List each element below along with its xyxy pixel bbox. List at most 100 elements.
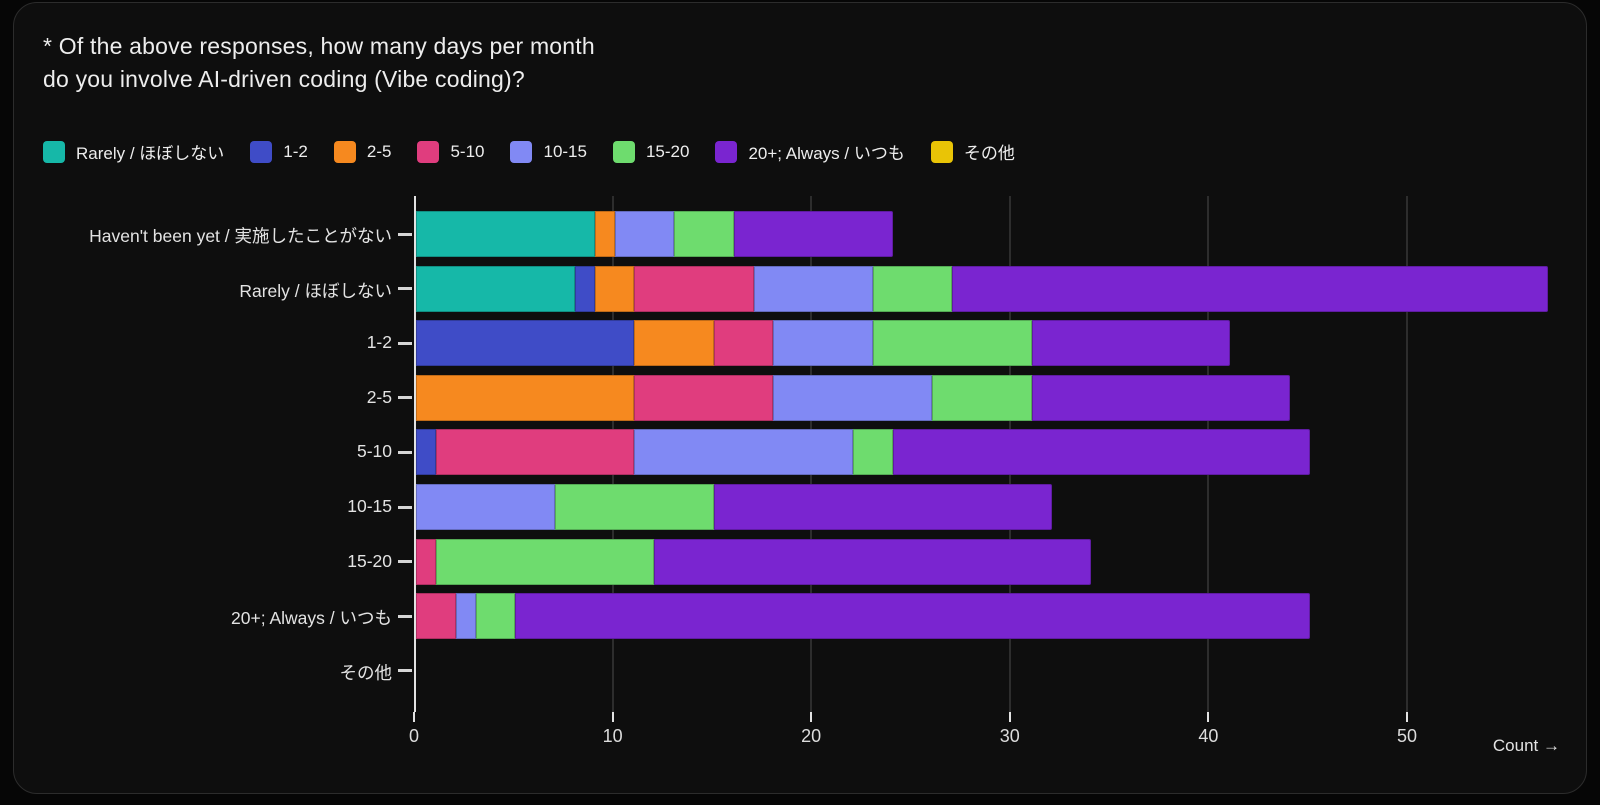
bar-segment: [713, 484, 1052, 530]
bar-segment: [852, 429, 893, 476]
x-axis-tick-label: 10: [602, 726, 623, 746]
bar-row: [416, 538, 1092, 585]
gridline: [1406, 196, 1408, 712]
y-axis-tick: [398, 287, 412, 291]
bar-segment: [773, 320, 873, 367]
bar-segment: [634, 320, 714, 367]
x-axis-tick-label: 0: [408, 726, 420, 746]
y-axis-tick: [398, 614, 412, 618]
bar-segment: [634, 374, 774, 421]
bar-segment: [416, 374, 635, 421]
legend-label: 15-20: [645, 141, 690, 161]
y-axis-tick: [398, 560, 412, 564]
legend-item-8[interactable]: その他: [930, 139, 1015, 164]
legend-color-swatch: [510, 140, 533, 163]
bar-segment: [634, 265, 754, 312]
bar-segment: [674, 211, 734, 257]
legend-item-2[interactable]: 1-2: [250, 140, 308, 163]
bar-segment: [1031, 374, 1290, 421]
bar-segment: [416, 211, 595, 257]
bar-segment: [594, 265, 635, 312]
bar-segment: [416, 265, 575, 312]
bar-row: [416, 320, 1231, 367]
bar-segment: [713, 320, 774, 367]
legend-item-5[interactable]: 10-15: [510, 140, 587, 163]
bar-segment: [475, 593, 516, 640]
bar-segment: [1031, 320, 1231, 367]
legend-label: その他: [963, 144, 1015, 163]
legend-color-swatch: [715, 140, 738, 163]
legend-color-swatch: [333, 140, 356, 163]
x-axis-tick: [1207, 712, 1210, 722]
bar-row: [416, 265, 1548, 312]
bar-segment: [435, 538, 655, 585]
bar-segment: [952, 265, 1548, 312]
legend-item-1[interactable]: Rarely / ほぼしない: [43, 139, 224, 164]
legend-label: 5-10: [450, 141, 485, 161]
y-axis-tick: [398, 505, 412, 509]
legend-label: Rarely / ほぼしない: [76, 144, 225, 163]
y-axis-line: [414, 196, 416, 712]
bar-row: [416, 484, 1052, 530]
bar-segment: [654, 538, 1092, 585]
bar-segment: [773, 374, 933, 421]
y-axis-tick: [398, 450, 412, 454]
bar-segment: [416, 593, 456, 640]
bar-segment: [574, 265, 595, 312]
y-axis-label: Haven't been yet / 実施したことがない: [89, 226, 392, 246]
bar-row: [416, 374, 1290, 421]
bar-segment: [515, 593, 1310, 640]
bar-segment: [753, 265, 873, 312]
x-axis-tick: [611, 712, 614, 722]
chart-title: * Of the above responses, how many days …: [43, 33, 595, 92]
chart-legend: Rarely / ほぼしない 1-2 2-5 5-10 10-15 15-20 20+; A…: [43, 139, 1015, 164]
x-axis-tick-label: 30: [999, 726, 1020, 746]
bar-segment: [416, 429, 436, 476]
legend-label: 20+; Always / いつも: [748, 144, 905, 163]
legend-label: 10-15: [543, 141, 587, 161]
bar-segment: [455, 593, 476, 640]
legend-color-swatch: [417, 140, 440, 163]
bar-segment: [416, 320, 635, 367]
bar-row: [416, 429, 1310, 476]
x-axis-tick-label: 40: [1198, 726, 1219, 746]
bar-segment: [634, 429, 853, 476]
x-axis-tick: [413, 712, 415, 722]
legend-color-swatch: [612, 140, 635, 163]
y-axis-tick: [398, 232, 412, 236]
legend-item-7[interactable]: 20+; Always / いつも: [715, 139, 905, 164]
bar-segment: [416, 538, 436, 585]
bar-row: [416, 211, 893, 257]
y-axis-label: 2-5: [366, 386, 392, 407]
bar-segment: [932, 374, 1032, 421]
legend-label: 1-2: [283, 141, 308, 161]
y-axis-label: 15-20: [347, 550, 392, 571]
legend-color-swatch: [43, 140, 65, 163]
legend-item-4[interactable]: 5-10: [417, 140, 485, 163]
y-axis-tick: [398, 669, 412, 673]
legend-color-swatch: [250, 140, 273, 163]
bar-segment: [892, 429, 1310, 476]
bar-segment: [733, 211, 893, 257]
y-axis-label: Rarely / ほぼしない: [239, 280, 392, 301]
bar-segment: [555, 484, 714, 530]
x-axis-tick-label: 20: [801, 726, 822, 746]
bar-segment: [435, 429, 635, 476]
y-axis-tick: [398, 341, 412, 345]
x-axis-tick: [810, 712, 813, 722]
legend-color-swatch: [930, 140, 953, 163]
x-axis-tick-label: 50: [1396, 726, 1418, 746]
x-axis-tick: [1008, 712, 1011, 722]
bar-segment: [614, 211, 675, 257]
x-axis-tick: [1406, 712, 1408, 722]
y-axis-label: その他: [339, 662, 393, 683]
legend-item-3[interactable]: 2-5: [333, 140, 392, 163]
bar-segment: [872, 265, 953, 312]
y-axis-label: 10-15: [347, 496, 392, 516]
bar-segment: [594, 211, 615, 257]
legend-item-6[interactable]: 15-20: [612, 140, 690, 163]
bar-row: [416, 593, 1310, 640]
legend-label: 2-5: [366, 141, 392, 161]
